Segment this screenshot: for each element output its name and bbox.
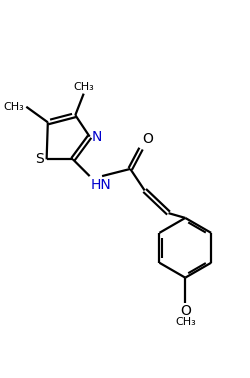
Text: O: O bbox=[142, 132, 153, 146]
Text: S: S bbox=[35, 152, 44, 166]
Text: O: O bbox=[180, 304, 191, 318]
Text: HN: HN bbox=[91, 178, 112, 192]
Text: CH₃: CH₃ bbox=[73, 82, 94, 92]
Text: N: N bbox=[92, 130, 102, 144]
Text: CH₃: CH₃ bbox=[175, 317, 196, 327]
Text: CH₃: CH₃ bbox=[4, 102, 24, 112]
